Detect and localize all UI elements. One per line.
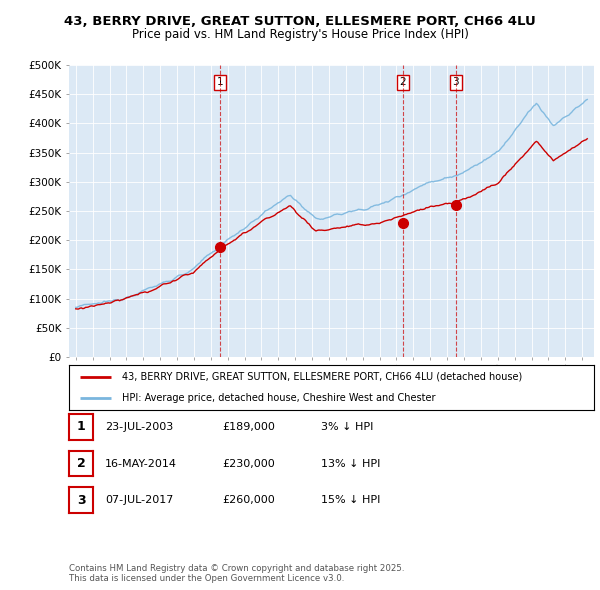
Text: 13% ↓ HPI: 13% ↓ HPI	[321, 459, 380, 468]
Text: £189,000: £189,000	[222, 422, 275, 432]
Text: 07-JUL-2017: 07-JUL-2017	[105, 496, 173, 505]
Text: £230,000: £230,000	[222, 459, 275, 468]
Text: 15% ↓ HPI: 15% ↓ HPI	[321, 496, 380, 505]
Text: 3: 3	[77, 493, 85, 507]
Text: 43, BERRY DRIVE, GREAT SUTTON, ELLESMERE PORT, CH66 4LU: 43, BERRY DRIVE, GREAT SUTTON, ELLESMERE…	[64, 15, 536, 28]
Text: 16-MAY-2014: 16-MAY-2014	[105, 459, 177, 468]
Text: 3: 3	[452, 77, 459, 87]
Text: 23-JUL-2003: 23-JUL-2003	[105, 422, 173, 432]
Text: 3% ↓ HPI: 3% ↓ HPI	[321, 422, 373, 432]
Text: HPI: Average price, detached house, Cheshire West and Chester: HPI: Average price, detached house, Ches…	[121, 393, 435, 403]
Text: 43, BERRY DRIVE, GREAT SUTTON, ELLESMERE PORT, CH66 4LU (detached house): 43, BERRY DRIVE, GREAT SUTTON, ELLESMERE…	[121, 372, 522, 382]
Text: £260,000: £260,000	[222, 496, 275, 505]
Text: Contains HM Land Registry data © Crown copyright and database right 2025.
This d: Contains HM Land Registry data © Crown c…	[69, 563, 404, 583]
Text: 2: 2	[77, 457, 85, 470]
Text: 2: 2	[400, 77, 406, 87]
Text: 1: 1	[77, 420, 85, 434]
Text: 1: 1	[217, 77, 223, 87]
Text: Price paid vs. HM Land Registry's House Price Index (HPI): Price paid vs. HM Land Registry's House …	[131, 28, 469, 41]
